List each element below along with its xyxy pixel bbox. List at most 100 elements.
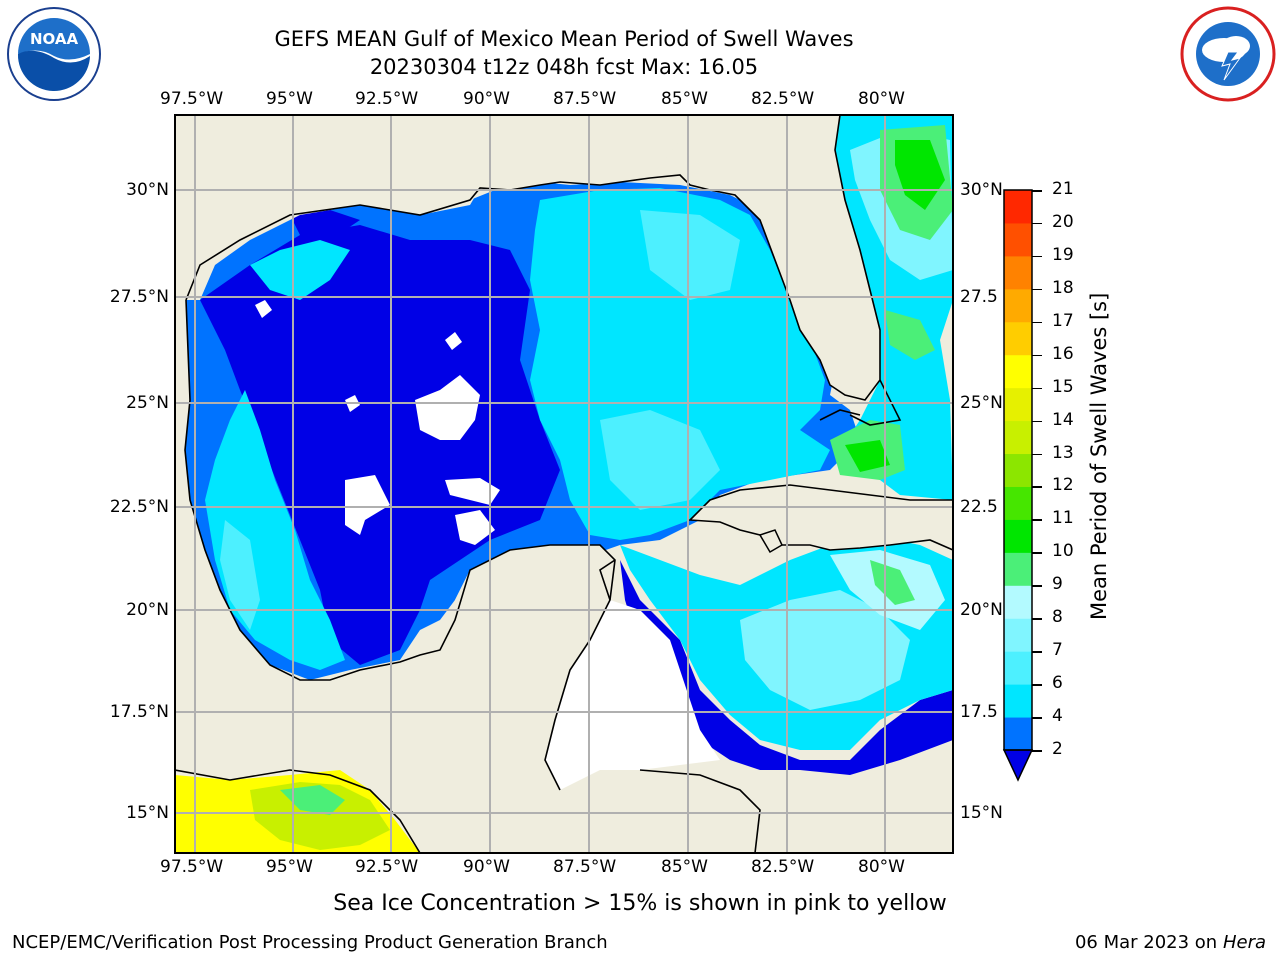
colorbar-extend-min bbox=[1002, 749, 1034, 782]
colorbar-tick-mark bbox=[1032, 420, 1042, 423]
colorbar-tick-mark bbox=[1032, 288, 1042, 291]
colorbar-tick-label: 10 bbox=[1052, 541, 1074, 562]
footer-host: Hera bbox=[1222, 932, 1266, 953]
lon-tick-bottom: 92.5°W bbox=[355, 857, 419, 877]
colorbar-tick-mark bbox=[1032, 255, 1042, 258]
lat-tick-left: 30°N bbox=[126, 180, 169, 200]
colorbar-segment bbox=[1004, 255, 1032, 290]
lon-tick-top: 80°W bbox=[858, 89, 905, 109]
lat-tick-left: 17.5°N bbox=[109, 702, 169, 722]
lat-tick-left: 27.5°N bbox=[109, 287, 169, 307]
colorbar-tick-label: 13 bbox=[1052, 442, 1074, 463]
colorbar-tick-mark bbox=[1032, 618, 1042, 620]
colorbar-segment bbox=[1004, 684, 1032, 718]
colorbar-tick-mark bbox=[1032, 585, 1042, 587]
lon-tick-bottom: 97.5°W bbox=[160, 857, 224, 877]
svg-text:NOAA: NOAA bbox=[30, 30, 79, 48]
colorbar-tick-mark bbox=[1032, 519, 1042, 521]
map-subtitle: 20230304 t12z 048h fcst Max: 16.05 bbox=[369, 55, 759, 79]
lon-tick-bottom: 85°W bbox=[661, 857, 708, 877]
colorbar-segment bbox=[1004, 618, 1032, 652]
colorbar-segment bbox=[1004, 519, 1032, 553]
noaa-logo: NOAA bbox=[7, 7, 101, 101]
deep-blue-region bbox=[200, 225, 560, 665]
colorbar-tick-mark bbox=[1032, 552, 1042, 554]
colorbar-tick-mark bbox=[1032, 190, 1042, 192]
nws-logo bbox=[1180, 6, 1276, 102]
lat-tick-right: 27.5 bbox=[960, 287, 998, 307]
lon-tick-top: 95°W bbox=[266, 89, 313, 109]
colorbar-segment bbox=[1004, 717, 1032, 751]
colorbar-tick-mark bbox=[1032, 717, 1042, 719]
map-title: GEFS MEAN Gulf of Mexico Mean Period of … bbox=[274, 27, 854, 51]
lat-tick-right: 15°N bbox=[960, 803, 1003, 823]
lat-tick-left: 20°N bbox=[126, 600, 169, 620]
colorbar-tick-label: 7 bbox=[1052, 640, 1063, 661]
lon-tick-bottom: 95°W bbox=[266, 857, 313, 877]
colorbar-tick-mark bbox=[1032, 486, 1042, 488]
colorbar-tick-label: 20 bbox=[1052, 211, 1074, 232]
lon-tick-bottom: 90°W bbox=[463, 857, 510, 877]
coastlines bbox=[175, 115, 902, 853]
colorbar-segment bbox=[1004, 222, 1032, 257]
lat-tick-left: 15°N bbox=[126, 803, 169, 823]
colorbar-tick-label: 6 bbox=[1052, 673, 1063, 694]
lat-tick-right: 25°N bbox=[960, 393, 1003, 413]
colorbar-tick-label: 8 bbox=[1052, 607, 1063, 628]
florida-land bbox=[650, 115, 880, 400]
colorbar-tick-label: 19 bbox=[1052, 244, 1074, 265]
colorbar-tick-label: 15 bbox=[1052, 376, 1074, 397]
colorbar-tick-mark bbox=[1032, 651, 1042, 653]
lat-tick-left: 25°N bbox=[126, 393, 169, 413]
lon-tick-top: 97.5°W bbox=[160, 89, 224, 109]
colorbar-segment bbox=[1004, 387, 1032, 422]
colorbar-tick-label: 16 bbox=[1052, 343, 1074, 364]
colorbar-tick-mark bbox=[1032, 750, 1042, 752]
colorbar-tick-mark bbox=[1032, 321, 1042, 324]
colorbar-segment bbox=[1004, 190, 1032, 224]
lon-tick-top: 82.5°W bbox=[751, 89, 815, 109]
colorbar-title: Mean Period of Swell Waves [s] bbox=[1087, 292, 1111, 620]
colorbar-tick-label: 18 bbox=[1052, 277, 1074, 298]
lon-tick-bottom: 80°W bbox=[858, 857, 905, 877]
lat-tick-left: 22.5°N bbox=[109, 497, 169, 517]
colorbar-tick-label: 11 bbox=[1052, 508, 1074, 529]
colorbar-tick-mark bbox=[1032, 222, 1042, 225]
colorbar-segment bbox=[1004, 321, 1032, 356]
lon-tick-top: 87.5°W bbox=[553, 89, 617, 109]
colorbar-tick-mark bbox=[1032, 354, 1042, 357]
colorbar-segment bbox=[1004, 354, 1032, 389]
cyan-region bbox=[530, 188, 830, 540]
lon-tick-top: 92.5°W bbox=[355, 89, 419, 109]
colorbar-segment bbox=[1004, 651, 1032, 685]
colorbar-segment bbox=[1004, 420, 1032, 455]
map-frame bbox=[174, 114, 954, 854]
caption-row: Sea Ice Concentration > 15% is shown in … bbox=[0, 891, 1280, 916]
lon-tick-top: 85°W bbox=[661, 89, 708, 109]
lat-tick-right: 20°N bbox=[960, 600, 1003, 620]
lat-tick-right: 30°N bbox=[960, 180, 1003, 200]
colorbar-segment bbox=[1004, 585, 1032, 619]
colorbar-segment bbox=[1004, 288, 1032, 323]
colorbar-segment bbox=[1004, 453, 1032, 487]
lon-tick-bottom: 82.5°W bbox=[751, 857, 815, 877]
lat-tick-right: 17.5 bbox=[960, 702, 998, 722]
colorbar-tick-mark bbox=[1032, 453, 1042, 456]
colorbar-tick-label: 14 bbox=[1052, 409, 1074, 430]
colorbar-tick-mark bbox=[1032, 684, 1042, 686]
colorbar-tick-label: 2 bbox=[1052, 739, 1063, 759]
colorbar-segment bbox=[1004, 552, 1032, 586]
footer-date: 06 Mar 2023 on Hera bbox=[1075, 932, 1266, 953]
lat-tick-right: 22.5 bbox=[960, 497, 998, 517]
colorbar-tick-label: 12 bbox=[1052, 475, 1074, 496]
colorbar-tick-label: 17 bbox=[1052, 310, 1074, 331]
lon-tick-top: 90°W bbox=[463, 89, 510, 109]
colorbar-tick-label: 9 bbox=[1052, 574, 1063, 595]
colorbar-tick-label: 4 bbox=[1052, 706, 1063, 727]
colorbar-tick-mark bbox=[1032, 387, 1042, 390]
graticule bbox=[175, 115, 953, 853]
colorbar-tick-label: 21 bbox=[1052, 179, 1074, 199]
footer-date-text: 06 Mar 2023 on bbox=[1074, 932, 1218, 953]
colorbar-segment bbox=[1004, 486, 1032, 520]
